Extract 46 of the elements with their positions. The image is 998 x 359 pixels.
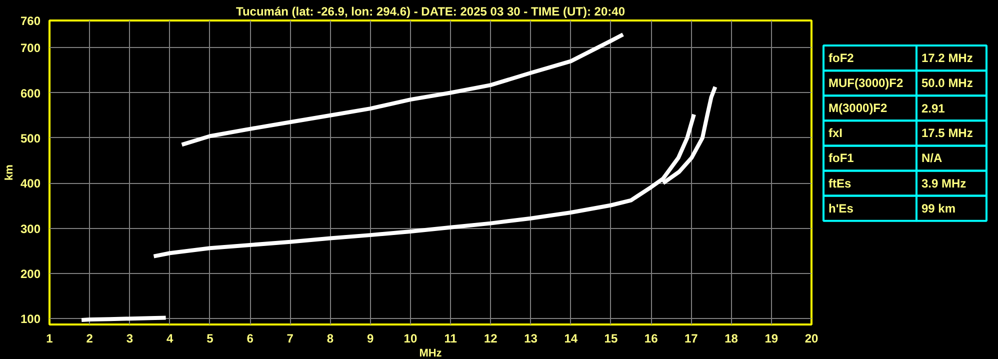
- text: 99 km: [922, 201, 956, 216]
- text: foF2: [828, 51, 854, 66]
- y-tick-label: 600: [20, 86, 41, 100]
- text: N/A: [922, 151, 942, 166]
- y-tick-label: 100: [20, 312, 41, 326]
- x-tick-label: 11: [444, 332, 458, 346]
- x-tick-label: 3: [126, 332, 134, 346]
- text: MUF(3000)F2: [828, 76, 904, 90]
- x-tick-label: 5: [206, 332, 214, 346]
- y-tick-label: 760: [20, 14, 41, 28]
- y-tick-label: 400: [20, 176, 41, 191]
- text: foF1: [828, 151, 854, 166]
- text: 2.91: [922, 102, 946, 116]
- y-tick-label: 200: [20, 266, 41, 281]
- x-tick-label: 9: [367, 332, 374, 346]
- x-tick-label: 7: [286, 332, 294, 346]
- y-tick-label: 700: [20, 41, 41, 56]
- x-tick-label: 4: [166, 332, 174, 346]
- text: 17.5 MHz: [922, 126, 973, 140]
- x-tick-label: 8: [326, 332, 334, 346]
- x-tick-label: 15: [604, 332, 618, 346]
- x-tick-label: 12: [484, 332, 498, 346]
- text: h'Es: [828, 201, 854, 216]
- text: ftEs: [828, 176, 852, 190]
- text: 50.0 MHz: [922, 76, 973, 90]
- x-tick-label: 18: [724, 332, 738, 346]
- text: 17.2 MHz: [922, 51, 973, 66]
- y-tick-label: 500: [20, 131, 41, 146]
- x-tick-label: 19: [764, 332, 778, 346]
- x-tick-label: 1: [46, 332, 54, 346]
- text: fxI: [828, 126, 843, 140]
- x-tick-label: 20: [804, 332, 818, 346]
- y-axis-title: km: [3, 164, 16, 180]
- x-tick-label: 10: [404, 332, 418, 346]
- x-tick-label: 13: [524, 332, 538, 346]
- x-tick-label: 2: [86, 332, 94, 346]
- x-tick-label: 17: [684, 332, 698, 346]
- x-tick-label: 16: [644, 332, 658, 346]
- y-tick-label: 300: [20, 222, 41, 236]
- x-tick-label: 14: [564, 332, 578, 346]
- x-tick-label: 6: [246, 332, 254, 346]
- x-axis-title: MHz: [419, 348, 442, 359]
- chart-title: Tucumán (lat: -26.9, lon: 294.6) - DATE: 2025 03 30 - TIME (UT): 20:40: [236, 4, 626, 18]
- text: M(3000)F2: [828, 101, 888, 116]
- text: 3.9 MHz: [922, 176, 966, 190]
- line-series: [180, 32, 626, 147]
